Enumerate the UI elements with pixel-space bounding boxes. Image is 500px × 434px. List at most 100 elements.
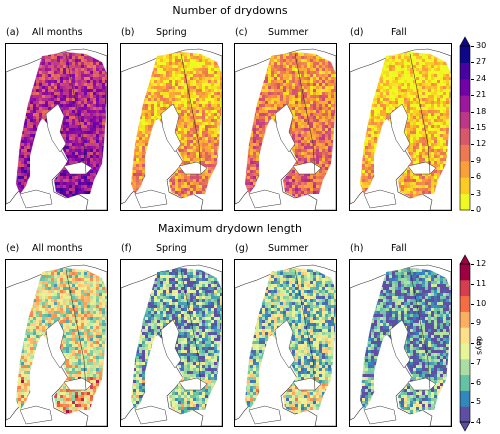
- panel-f-name: Spring: [156, 243, 187, 254]
- colorbar-tick-label: 30: [476, 41, 487, 50]
- colorbar-tick: [471, 362, 474, 364]
- colorbar-tick: [471, 78, 474, 80]
- map-panel-b: [120, 43, 223, 211]
- colorbar-tick: [471, 144, 474, 146]
- water-body: [178, 161, 208, 175]
- map-panel-h: [349, 259, 452, 427]
- colorbar-svg: [459, 36, 471, 211]
- colorbar-min-arrow: [459, 421, 471, 432]
- map-panel-c: [234, 43, 337, 211]
- colorbar-tick-label: 21: [476, 90, 487, 100]
- colorbar-segment: [460, 406, 470, 423]
- border-line: [65, 269, 87, 391]
- colorbar-tick: [471, 422, 474, 423]
- water-body: [274, 319, 296, 369]
- colorbar-segment: [460, 358, 470, 376]
- panel-e-name: All months: [32, 243, 83, 254]
- map-panel-a: [5, 43, 108, 211]
- colorbar-tick: [471, 210, 474, 211]
- water-body: [248, 189, 282, 209]
- panel-h-name: Fall: [391, 243, 407, 254]
- colorbar-segment: [460, 374, 470, 391]
- panel-c-letter: (c): [235, 27, 248, 38]
- colorbar-tick: [471, 303, 474, 305]
- water-body: [363, 189, 397, 209]
- colorbar-max-arrow: [459, 254, 471, 265]
- panel-b-letter: (b): [121, 27, 135, 38]
- colorbar-svg: [459, 254, 471, 432]
- colorbar-tick-label: 0: [476, 205, 482, 214]
- map-svg: [350, 48, 451, 210]
- colorbar-segment: [460, 264, 470, 281]
- water-body: [274, 103, 296, 153]
- water-body: [292, 377, 322, 391]
- colorbar-tick: [471, 343, 474, 344]
- colorbar-segment: [460, 177, 470, 195]
- map-panel-g: [234, 259, 337, 427]
- colorbar-segment: [460, 390, 470, 407]
- colorbar-tick-label: 11: [476, 278, 487, 288]
- colorbar-tick: [471, 382, 474, 384]
- panel-b-name: Spring: [156, 27, 187, 38]
- panel-h-letter: (h): [350, 243, 364, 254]
- colorbar-tick-label: 18: [476, 106, 487, 116]
- water-body: [45, 319, 67, 369]
- water-body: [45, 103, 67, 153]
- water-body: [407, 161, 437, 175]
- colorbar-tick: [471, 323, 474, 325]
- row2-title: Maximum drydown length: [158, 222, 302, 235]
- water-body: [19, 405, 53, 425]
- colorbar-tick: [471, 111, 474, 113]
- water-body: [134, 405, 168, 425]
- border-line: [409, 53, 431, 175]
- border-line: [180, 53, 202, 175]
- water-body: [363, 405, 397, 425]
- colorbar-segment: [460, 62, 470, 80]
- colorbar-tick-label: 6: [476, 377, 482, 387]
- water-body: [389, 103, 411, 153]
- map-svg: [235, 264, 336, 426]
- colorbar-segment: [460, 95, 470, 113]
- panel-c-name: Summer: [268, 27, 309, 38]
- border-line: [294, 269, 316, 391]
- colorbar-tick-label: 6: [476, 172, 482, 182]
- colorbar-segment: [460, 160, 470, 178]
- colorbar-tick: [471, 95, 474, 97]
- map-svg: [121, 48, 222, 210]
- colorbar-tick-label: 10: [476, 298, 487, 308]
- colorbar-tick-label: 27: [476, 57, 487, 67]
- colorbar-tick-label: 15: [476, 123, 487, 132]
- water-body: [19, 189, 53, 209]
- colorbar-segment: [460, 279, 470, 297]
- colorbar-tick-label: 7: [476, 357, 482, 367]
- colorbar-tick: [471, 402, 474, 404]
- border-line: [180, 269, 202, 391]
- map-panel-d: [349, 43, 452, 211]
- colorbar-tick-label: 5: [476, 397, 482, 407]
- colorbar-tick: [471, 62, 474, 64]
- colorbar-segment: [460, 144, 470, 162]
- colorbar-segment: [460, 193, 470, 211]
- colorbar-max-arrow: [459, 36, 471, 47]
- panel-f-letter: (f): [121, 243, 132, 254]
- colorbar-segment: [460, 128, 470, 145]
- colorbar-segment: [460, 311, 470, 328]
- water-body: [160, 103, 182, 153]
- colorbar-segment: [460, 343, 470, 360]
- border-line: [409, 269, 431, 391]
- map-svg: [121, 264, 222, 426]
- water-body: [248, 405, 282, 425]
- panel-e-letter: (e): [6, 243, 20, 254]
- map-panel-e: [5, 259, 108, 427]
- map-svg: [350, 264, 451, 426]
- colorbar-tick-label: 8: [476, 338, 482, 347]
- colorbar-segment: [460, 111, 470, 129]
- map-svg: [6, 48, 107, 210]
- panel-a-letter: (a): [6, 27, 20, 38]
- water-body: [160, 319, 182, 369]
- panel-g-letter: (g): [235, 243, 249, 254]
- water-body: [389, 319, 411, 369]
- water-body: [134, 189, 168, 209]
- colorbar-tick-label: 9: [476, 318, 482, 328]
- colorbar-segment: [460, 295, 470, 312]
